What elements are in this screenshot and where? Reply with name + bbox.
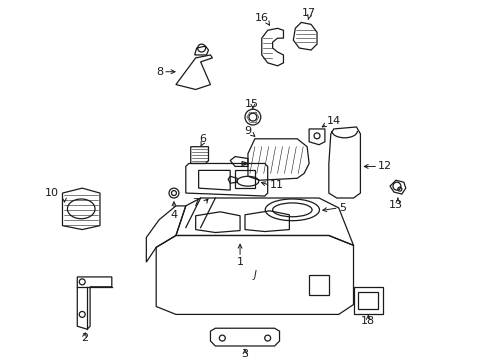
Text: 6: 6 <box>199 134 205 144</box>
Text: 14: 14 <box>326 116 340 126</box>
Text: 11: 11 <box>269 180 283 190</box>
Text: 16: 16 <box>254 13 268 23</box>
Text: 2: 2 <box>81 333 87 343</box>
Text: 8: 8 <box>156 67 163 77</box>
Text: 18: 18 <box>361 316 375 326</box>
Text: 1: 1 <box>236 257 243 267</box>
Text: 13: 13 <box>388 200 402 210</box>
Text: 3: 3 <box>241 349 248 359</box>
Text: 15: 15 <box>244 99 258 109</box>
Text: 5: 5 <box>338 203 345 213</box>
Text: 9: 9 <box>244 126 251 136</box>
Text: 12: 12 <box>377 161 391 171</box>
Text: 7: 7 <box>192 198 199 208</box>
Text: 4: 4 <box>170 210 177 220</box>
Text: J: J <box>253 270 256 280</box>
Text: 10: 10 <box>44 188 59 198</box>
Text: 17: 17 <box>302 8 316 18</box>
